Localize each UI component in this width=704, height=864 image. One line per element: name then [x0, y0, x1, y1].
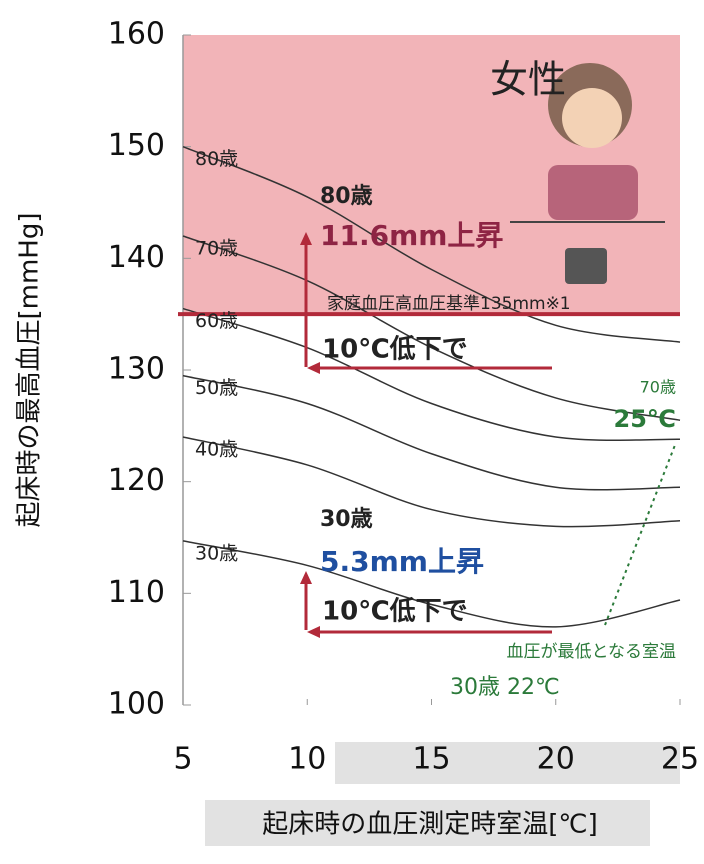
series-label: 30歳	[195, 542, 238, 564]
decoration	[205, 800, 650, 846]
annotation: 25℃	[614, 405, 676, 433]
age-line	[182, 307, 681, 442]
y-tick-label: 120	[108, 463, 165, 498]
y-tick-label: 100	[108, 687, 165, 722]
age-line	[182, 145, 681, 343]
arrow	[307, 626, 320, 638]
annotation: 70歳	[640, 378, 676, 397]
series-label: 80歳	[195, 148, 238, 170]
illustration	[562, 88, 622, 148]
illustration	[565, 248, 607, 284]
y-tick-label: 110	[108, 575, 165, 610]
x-tick-label: 15	[412, 742, 450, 777]
y-tick-label: 160	[108, 17, 165, 52]
x-tick-label: 10	[288, 742, 326, 777]
annotation: 30歳 22℃	[450, 675, 560, 700]
decoration	[335, 742, 680, 784]
arrow	[300, 232, 312, 245]
series-label: 50歳	[195, 377, 238, 399]
annotation: 5.3mm上昇	[320, 545, 484, 578]
x-tick-label: 5	[173, 742, 192, 777]
age-line	[182, 374, 681, 491]
age-line	[182, 436, 681, 528]
y-tick-label: 150	[108, 128, 165, 163]
age-line	[182, 235, 681, 421]
arrow	[300, 571, 312, 584]
annotation: 10℃低下で	[322, 597, 468, 627]
annotation: 30歳	[320, 507, 373, 532]
annotation: 家庭血圧高血圧基準135mm※1	[327, 294, 571, 314]
annotation: 80歳	[320, 184, 373, 209]
y-axis-title: 起床時の最高血圧[mmHg]	[15, 213, 45, 528]
arrow	[604, 444, 676, 626]
annotation: 11.6mm上昇	[320, 219, 503, 252]
x-axis-title: 起床時の血圧測定時室温[℃]	[262, 810, 598, 840]
annotation: 血圧が最低となる室温	[507, 642, 677, 662]
x-tick-label: 25	[661, 742, 699, 777]
series-label: 70歳	[195, 238, 238, 260]
y-tick-label: 140	[108, 240, 165, 275]
illustration	[548, 165, 638, 220]
series-label: 40歳	[195, 439, 238, 461]
annotation: 10℃低下で	[322, 335, 468, 365]
x-tick-label: 20	[537, 742, 575, 777]
series-label: 60歳	[195, 310, 238, 332]
age-line	[182, 540, 681, 628]
annotation: 女性	[490, 58, 566, 102]
y-tick-label: 130	[108, 352, 165, 387]
arrow	[307, 362, 320, 374]
